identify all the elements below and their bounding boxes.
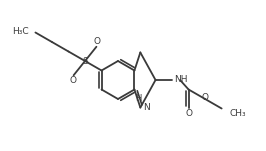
Text: CH₃: CH₃ (230, 109, 246, 118)
Text: H₃C: H₃C (12, 27, 28, 36)
Text: NH: NH (174, 74, 188, 84)
Text: O: O (202, 93, 209, 103)
Text: O: O (94, 37, 101, 46)
Text: H: H (135, 94, 142, 103)
Text: N: N (143, 103, 150, 112)
Text: O: O (185, 109, 192, 118)
Text: O: O (69, 76, 76, 85)
Text: S: S (82, 56, 88, 66)
